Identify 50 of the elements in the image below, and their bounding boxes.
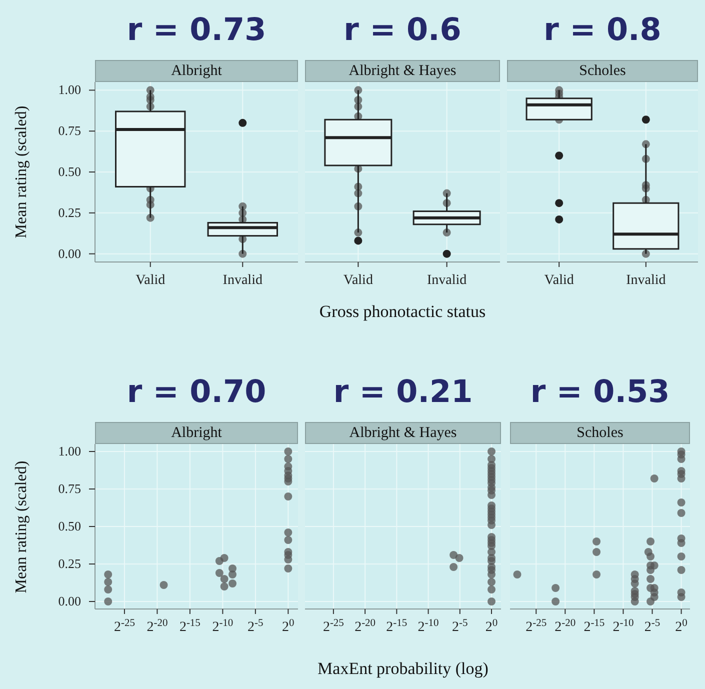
- x-tick-label: Valid: [136, 273, 166, 288]
- chart-title: r = 0.53: [529, 373, 671, 412]
- x-axis-title: Gross phonotactic status: [318, 302, 487, 322]
- chart-subtitle: Albright & Hayes: [305, 422, 501, 444]
- x-axis-title: MaxEnt probability (log): [316, 659, 490, 679]
- x-tick-label: 2$^{0}$: [485, 618, 498, 635]
- x-tick-label: Valid: [544, 273, 574, 288]
- chart-subtitle: Albright & Hayes: [305, 60, 500, 82]
- x-tick-label: 2$^{-25}$: [526, 618, 547, 635]
- x-tick-label: 2$^{-25}$: [322, 618, 344, 635]
- x-tick-label: Invalid: [426, 273, 467, 288]
- chart-subtitle: Scholes: [510, 422, 690, 444]
- x-tick-label: Invalid: [626, 273, 666, 288]
- chart-title: r = 0.73: [126, 11, 268, 50]
- x-tick-label: 2$^{-20}$: [354, 618, 376, 635]
- x-tick-label: Valid: [343, 273, 373, 288]
- x-tick-label: 2$^{-5}$: [452, 618, 468, 635]
- x-tick-label: 2$^{-20}$: [146, 618, 168, 635]
- x-tick-label: 2$^{-10}$: [212, 618, 234, 635]
- x-tick-label: Invalid: [222, 273, 262, 288]
- y-tick-label: 0.00: [58, 246, 81, 261]
- y-tick-label: 0.25: [58, 204, 81, 220]
- x-tick-label: 2$^{-25}$: [114, 618, 135, 635]
- y-tick-label: 0.50: [58, 518, 81, 534]
- chart-subtitle: Scholes: [507, 60, 698, 82]
- x-tick-label: 2$^{-15}$: [584, 618, 605, 635]
- chart-title: r = 0.8: [542, 11, 662, 50]
- chart-subtitle: Albright: [95, 422, 298, 444]
- x-tick-label: 2$^{-5}$: [248, 618, 264, 635]
- y-tick-label: 0.75: [58, 123, 81, 138]
- x-tick-label: 2$^{-10}$: [612, 618, 634, 635]
- x-tick-label: 2$^{0}$: [675, 618, 688, 635]
- chart-subtitle: Albright: [95, 60, 298, 82]
- y-tick-label: 0.25: [58, 556, 81, 571]
- y-tick-label: 0.00: [58, 594, 81, 608]
- y-tick-label: 0.75: [58, 481, 81, 496]
- chart-title: r = 0.70: [126, 373, 268, 412]
- chart-title: r = 0.21: [332, 373, 474, 412]
- chart-title: r = 0.6: [342, 11, 462, 50]
- y-axis-title: Mean rating (scaled): [13, 106, 31, 238]
- y-tick-label: 1.00: [58, 82, 81, 98]
- x-tick-label: 2$^{0}$: [282, 618, 294, 635]
- x-tick-label: 2$^{-20}$: [554, 618, 576, 635]
- y-tick-label: 1.00: [58, 444, 81, 458]
- x-tick-label: 2$^{-15}$: [386, 618, 408, 635]
- x-tick-label: 2$^{-5}$: [644, 618, 660, 635]
- x-tick-label: 2$^{-15}$: [179, 618, 200, 635]
- y-axis-title: Mean rating (scaled): [13, 460, 31, 593]
- x-tick-label: 2$^{-10}$: [418, 618, 439, 635]
- y-tick-label: 0.50: [58, 164, 81, 179]
